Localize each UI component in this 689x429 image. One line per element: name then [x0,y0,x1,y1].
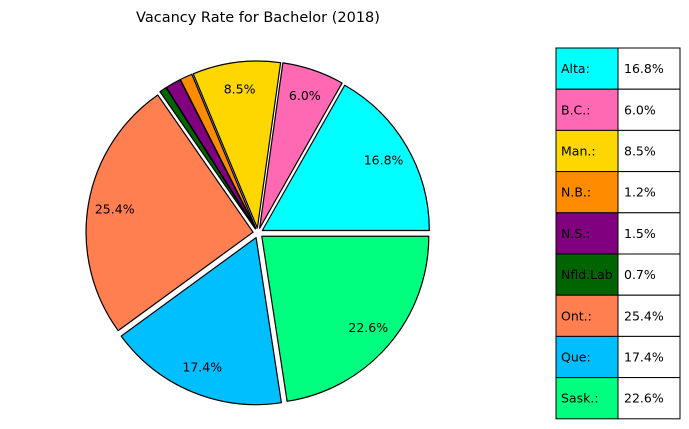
legend-value-n-s: 1.5% [624,226,656,241]
pie-slice-alta [261,84,430,232]
legend-swatch-nfld-lab [555,253,619,296]
legend-swatch-sask [555,377,619,420]
pie-slice-que [120,237,283,406]
legend-label-b-c: B.C.: [561,102,590,117]
legend-value-cell-sask [617,377,681,420]
legend-value-ont: 25.4% [624,308,664,323]
legend-swatch-que [555,335,619,379]
legend-table: Alta: 16.8% B.C.: 6.0% Man.: 8.5% N.B.: 1.2% N.S… [555,47,681,420]
legend-swatch-n-s [555,212,619,255]
legend-swatch-b-c [555,88,619,131]
slice-label-b-c: 6.0% [289,88,321,103]
legend-value-sask: 22.6% [624,391,664,406]
slice-label-sask: 22.6% [348,320,388,335]
legend-value-alta: 16.8% [624,61,664,76]
legend-value-cell-n-s [617,212,681,255]
legend-value-cell-man [617,129,681,173]
legend-value-cell-alta [617,47,681,90]
legend-label-nfld-lab: Nfld.Lab [561,267,613,282]
legend-value-cell-ont [617,294,681,337]
legend-value-n-b: 1.2% [624,185,656,200]
legend-value-cell-nfld-lab [617,253,681,296]
legend-label-n-b: N.B.: [561,185,591,200]
pie-slice-man [192,60,282,229]
pie-labels: 16.8% 6.0% 8.5% 25.4% 17.4% 22.6% [95,81,404,374]
chart-title: Vacancy Rate for Bachelor (2018) [136,10,380,26]
legend-label-alta: Alta: [561,61,590,76]
legend-label-n-s: N.S.: [561,226,590,241]
legend-value-nfld-lab: 0.7% [624,267,656,282]
legend-label-man: Man.: [561,144,596,159]
legend-label-que: Que: [561,350,591,365]
slice-label-que: 17.4% [182,360,222,375]
legend-value-cell-que [617,335,681,379]
slice-label-alta: 16.8% [364,152,404,167]
legend-value-cell-n-b [617,171,681,214]
pie-slice-b-c [259,62,343,229]
legend-swatch-man [555,129,619,173]
pie-slice-nfld-lab [159,87,256,230]
legend-label-ont: Ont.: [561,308,592,323]
legend-value-man: 8.5% [624,144,656,159]
legend-label-sask: Sask.: [561,391,599,406]
pie-slice-ont [85,94,254,332]
legend-swatch-alta [555,47,619,90]
pie-slices [85,60,430,406]
slice-label-man: 8.5% [224,81,256,96]
pie-slice-sask [261,235,430,402]
legend-value-que: 17.4% [624,350,664,365]
slice-label-ont: 25.4% [95,201,135,216]
legend-value-b-c: 6.0% [624,102,656,117]
